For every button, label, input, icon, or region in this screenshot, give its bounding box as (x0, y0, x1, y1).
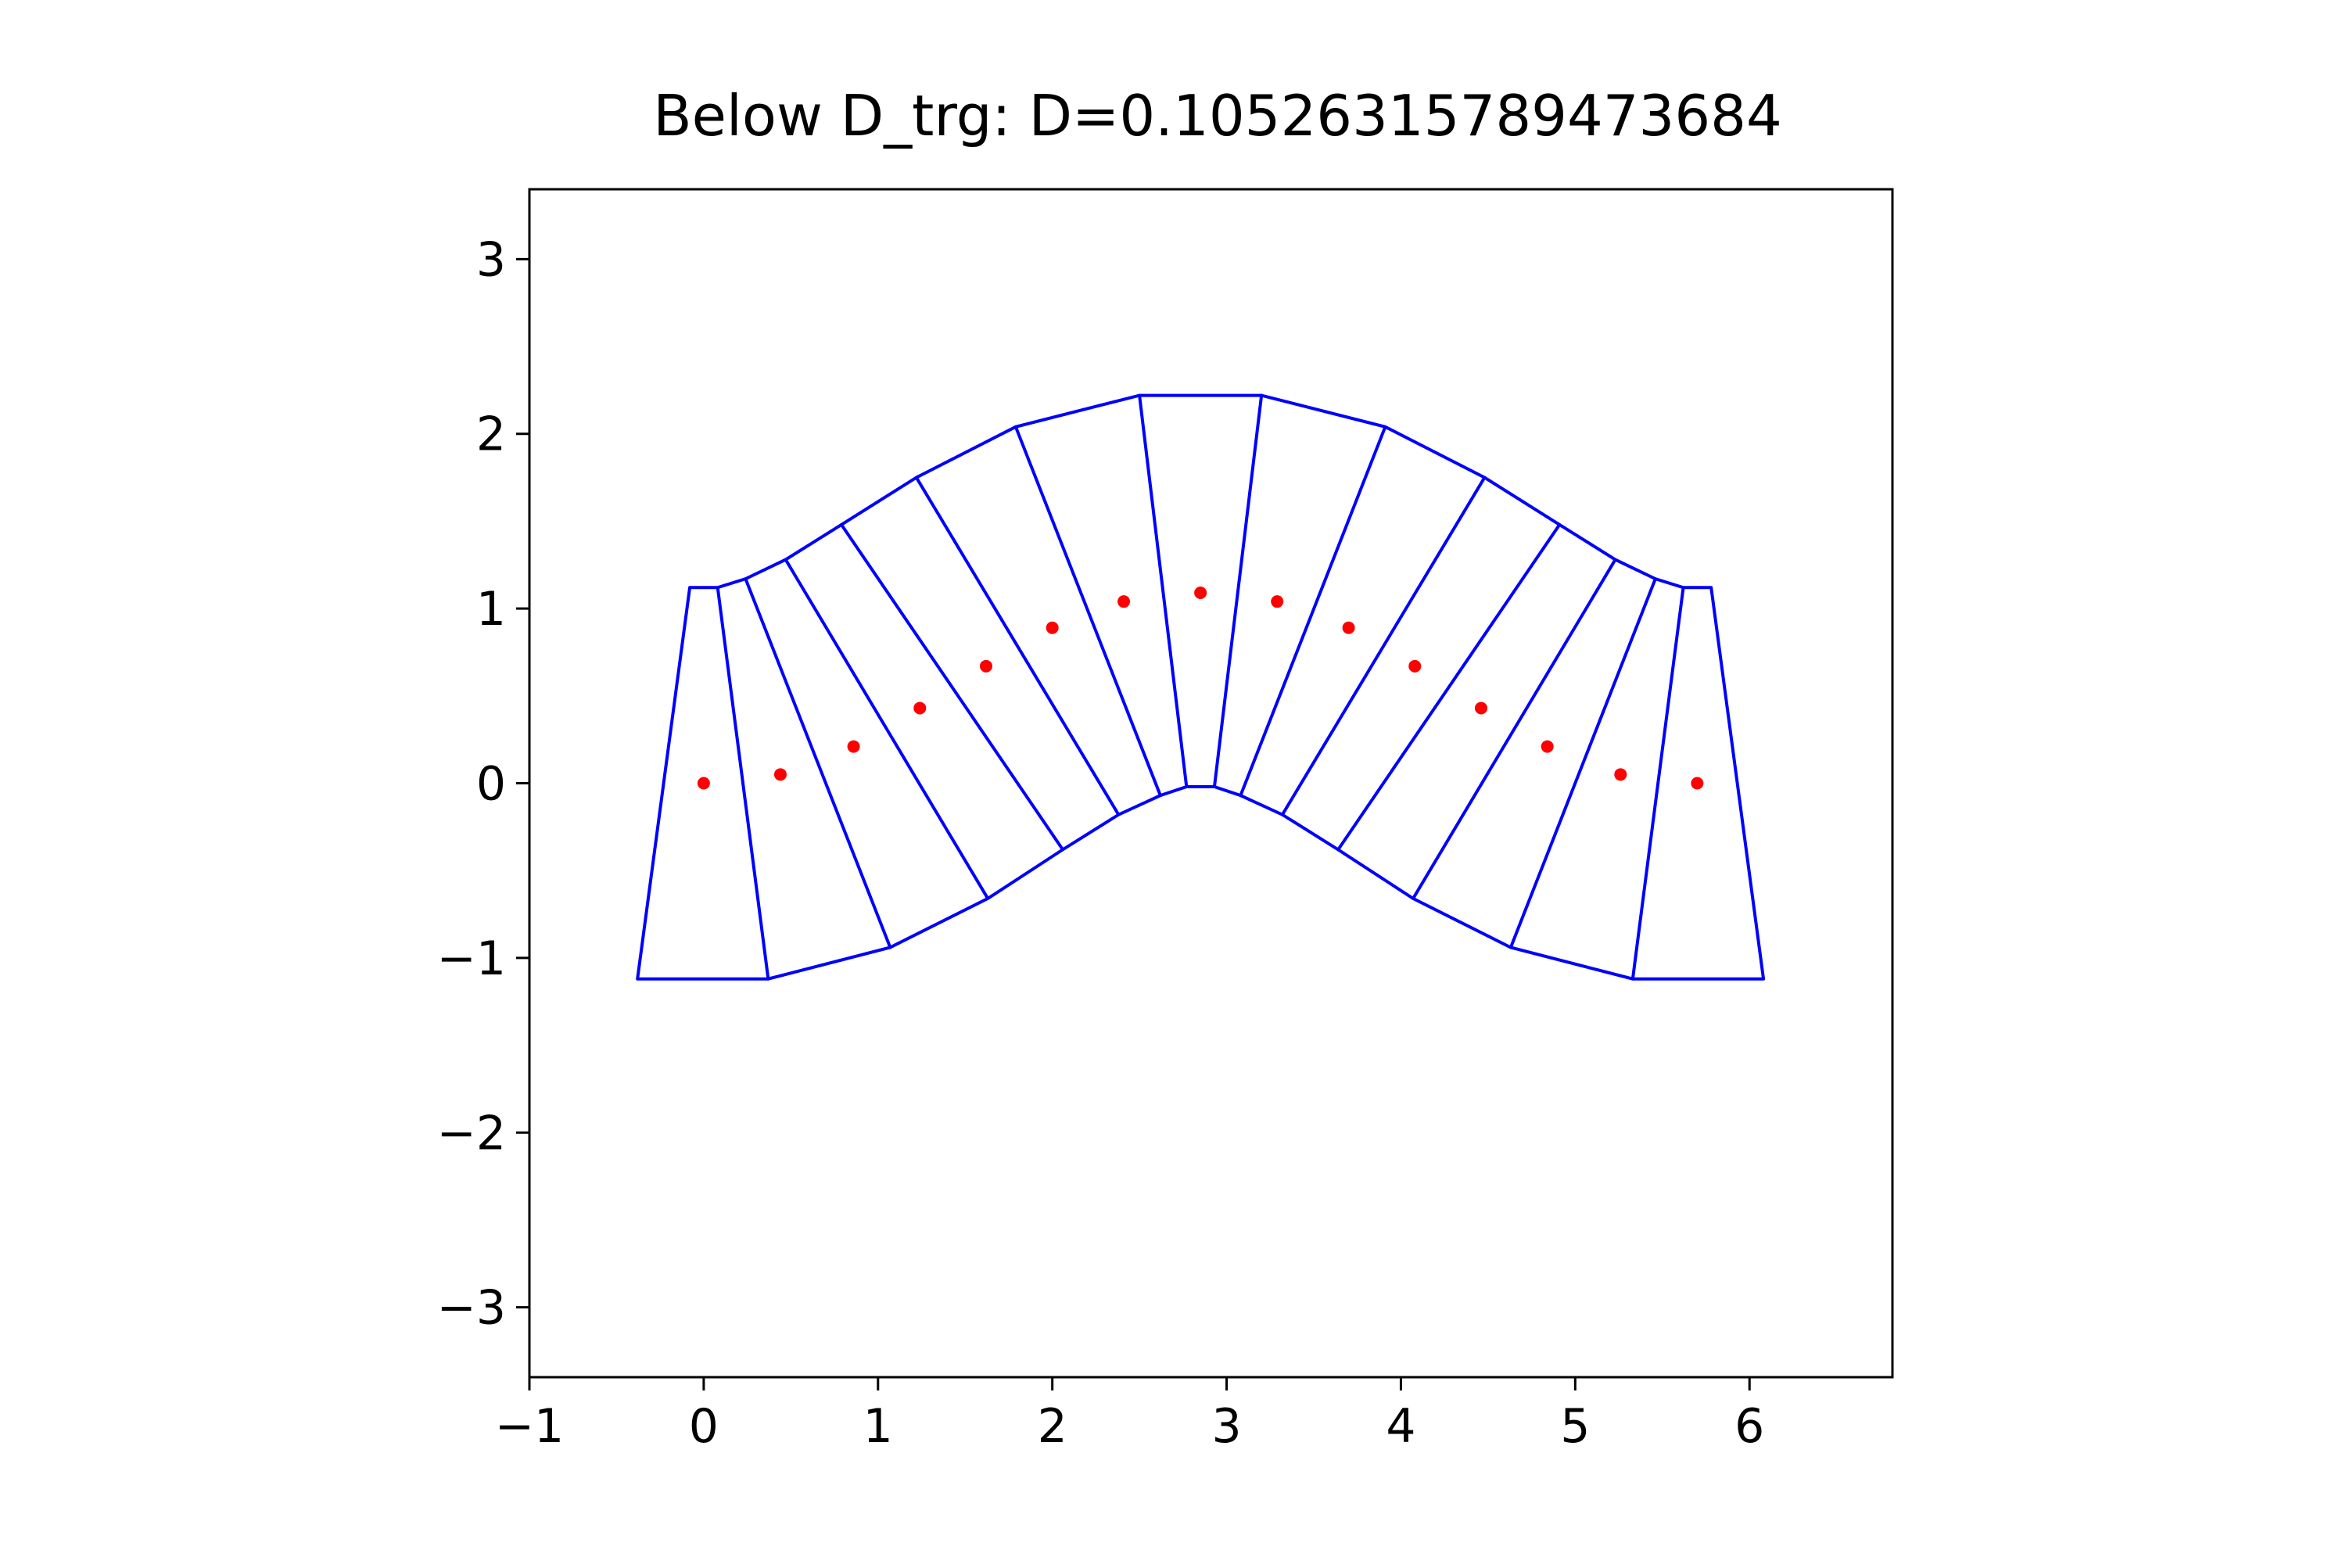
chart-title: Below D_trg: D=0.10526315789473684 (653, 83, 1782, 149)
y-axis: −3 −2 −1 0 1 2 3 (437, 232, 529, 1336)
segment-divider (1138, 393, 1189, 788)
segment-divider (1336, 522, 1562, 852)
y-tick-label: 1 (476, 582, 506, 637)
x-tick-label: 4 (1386, 1399, 1415, 1454)
segment-divider (1412, 558, 1617, 900)
center-point (979, 659, 992, 673)
inner-boundary-line (637, 784, 1764, 981)
segment-divider (839, 522, 1065, 852)
segment-divider (636, 586, 692, 981)
y-tick-label: −3 (437, 1281, 506, 1336)
segment-divider (744, 577, 892, 949)
x-axis: −1 0 1 2 3 4 5 6 (495, 1377, 1764, 1454)
x-tick-label: 3 (1211, 1399, 1241, 1454)
center-point (1117, 595, 1131, 608)
x-tick-label: 0 (689, 1399, 719, 1454)
segment-divider (1280, 475, 1487, 816)
y-tick-label: 2 (476, 407, 506, 462)
y-tick-label: 0 (476, 757, 506, 812)
center-point (1614, 768, 1627, 781)
segment-divider (784, 558, 990, 900)
center-point (1691, 777, 1704, 790)
segment-divider (1709, 586, 1766, 981)
x-tick-label: 6 (1734, 1399, 1764, 1454)
segment-divider (716, 586, 770, 981)
segment-divider (1508, 577, 1657, 949)
segment-divider (1630, 586, 1685, 981)
center-point (913, 701, 927, 715)
y-tick-label: −2 (437, 1106, 506, 1161)
outer-boundary-line (690, 393, 1712, 590)
center-point (1046, 621, 1059, 634)
center-point (697, 777, 710, 790)
plot-frame (528, 188, 1894, 1379)
plot-marks (636, 393, 1766, 981)
segment-divider (914, 475, 1121, 816)
center-point (1194, 587, 1207, 600)
center-point (1271, 595, 1284, 608)
center-point (1408, 659, 1422, 673)
center-point (1474, 701, 1487, 715)
segment-divider (1013, 425, 1162, 798)
x-tick-label: −1 (495, 1399, 564, 1454)
center-point (1342, 621, 1355, 634)
y-tick-label: −1 (437, 931, 506, 986)
center-point (773, 768, 787, 781)
x-tick-label: 1 (863, 1399, 893, 1454)
center-point (1541, 740, 1554, 753)
x-tick-label: 2 (1038, 1399, 1067, 1454)
x-tick-label: 5 (1560, 1399, 1590, 1454)
y-tick-label: 3 (476, 232, 506, 287)
segment-divider (1212, 393, 1264, 788)
center-point (847, 740, 860, 753)
segment-divider (1239, 425, 1387, 798)
